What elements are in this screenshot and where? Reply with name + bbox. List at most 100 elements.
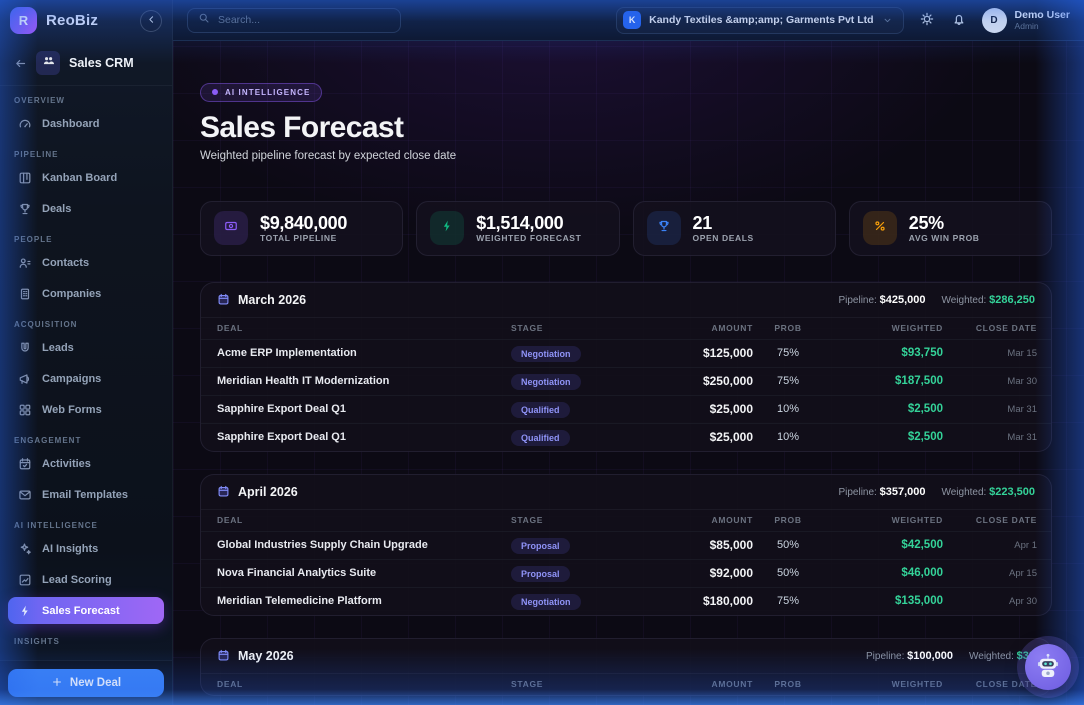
mail-icon [18, 488, 32, 502]
weighted-label: Weighted: [941, 294, 987, 306]
deal-name: Meridian Telemedicine Platform [217, 595, 382, 607]
theme-toggle-button[interactable] [918, 10, 936, 31]
pipeline-value: $100,000 [907, 649, 954, 662]
user-menu[interactable]: D Demo User Admin [981, 7, 1070, 33]
sidebar-item-ai-insights[interactable]: AI Insights [8, 535, 164, 562]
month-name: May 2026 [238, 648, 294, 663]
sidebar-item-leads[interactable]: Leads [8, 334, 164, 361]
brand-logo: R [10, 7, 37, 34]
sidebar-item-label: Dashboard [42, 117, 100, 130]
pipeline-label: Pipeline: [865, 650, 905, 662]
deal-name: Nova Financial Analytics Suite [217, 567, 377, 579]
search-icon [198, 11, 210, 29]
col-amount: AMOUNT [711, 323, 753, 333]
calendar-icon [217, 649, 230, 662]
sidebar-item-dashboard[interactable]: Dashboard [8, 110, 164, 137]
kpi-row: $9,840,000 TOTAL PIPELINE $1,514,000 WEIGHT… [200, 200, 1052, 256]
deal-amount: $125,000 [702, 346, 753, 360]
deal-row[interactable]: Nova Financial Analytics Suite Proposal $9… [201, 558, 1051, 587]
main-area: K Kandy Textiles &amp;amp; Garments Pvt … [173, 0, 1084, 705]
deal-probability: 50% [776, 539, 800, 551]
month-name: March 2026 [238, 292, 307, 307]
deal-row[interactable]: Acme ERP Implementation Negotiation $125,0… [201, 338, 1051, 367]
forecast-section-april-2026: April 2026 Pipeline: $357,000 Weighted: $2… [200, 473, 1052, 616]
deal-close-date: Mar 15 [1007, 347, 1037, 359]
plus-icon [51, 676, 63, 691]
company-selector[interactable]: K Kandy Textiles &amp;amp; Garments Pvt … [616, 6, 904, 34]
deal-amount: $180,000 [702, 594, 753, 608]
new-deal-button[interactable]: New Deal [8, 669, 164, 697]
nav-section-insights: INSIGHTS [8, 637, 164, 646]
sidebar-item-kanban-board[interactable]: Kanban Board [8, 164, 164, 191]
sidebar-item-label: Contacts [42, 256, 90, 269]
col-deal: DEAL [217, 679, 243, 689]
sidebar-item-label: Campaigns [42, 372, 102, 385]
calendar-icon [217, 293, 230, 306]
notifications-button[interactable] [950, 10, 968, 31]
back-arrow-icon[interactable] [14, 57, 27, 70]
badge-dot-icon [212, 89, 218, 95]
deal-row[interactable]: Global Industries Supply Chain Upgrade Pr… [201, 530, 1051, 559]
deal-name: Global Industries Supply Chain Upgrade [217, 539, 428, 551]
nav-section-pipeline: PIPELINE Kanban Board Deals [8, 150, 164, 222]
sidebar-item-companies[interactable]: Companies [8, 280, 164, 307]
sidebar-item-activities[interactable]: Activities [8, 450, 164, 477]
deal-amount: $25,000 [709, 402, 753, 416]
deal-row[interactable]: Sapphire Export Deal Q1 Qualified $25,000 1… [201, 422, 1051, 451]
sidebar-nav: OVERVIEW Dashboard PIPELINE Kanban Board Dea… [0, 86, 172, 705]
deal-name: Sapphire Export Deal Q1 [217, 403, 346, 415]
chevron-down-icon [882, 15, 893, 26]
weighted-value: $286,250 [989, 293, 1035, 306]
sidebar-item-label: Sales Forecast [42, 604, 120, 617]
sidebar-item-web-forms[interactable]: Web Forms [8, 396, 164, 423]
col-weighted: WEIGHTED [891, 515, 943, 525]
deal-row[interactable]: Meridian Health IT Modernization Negotiat… [201, 366, 1051, 395]
deal-probability: 75% [776, 595, 800, 607]
sidebar: R ReoBiz Sales CRM OVERVIEW Dashboard PIPE… [0, 0, 173, 705]
deal-row[interactable]: Sapphire Export Deal Q1 Qualified $25,000 1… [201, 394, 1051, 423]
deal-weighted: $2,500 [907, 431, 943, 443]
nav-section-label: PIPELINE [14, 150, 59, 159]
module-title: Sales CRM [69, 56, 134, 70]
deal-amount: $92,000 [709, 566, 753, 580]
ai-chatbot-button[interactable] [1025, 644, 1071, 690]
search-input[interactable] [218, 14, 390, 26]
deal-amount: $85,000 [709, 538, 753, 552]
deal-probability: 50% [776, 567, 800, 579]
grid-icon [18, 403, 32, 417]
sidebar-item-contacts[interactable]: Contacts [8, 249, 164, 276]
sidebar-item-sales-forecast[interactable]: Sales Forecast [8, 597, 164, 624]
deal-name: Sapphire Export Deal Q1 [217, 431, 346, 443]
stage-badge: Proposal [511, 566, 570, 582]
global-search[interactable] [187, 7, 401, 33]
deal-probability: 10% [776, 431, 800, 443]
page-title: Sales Forecast [200, 110, 404, 144]
topbar-right: K Kandy Textiles &amp;amp; Garments Pvt … [616, 6, 1070, 34]
col-close-date: CLOSE DATE [975, 679, 1037, 689]
deal-row[interactable]: Meridian Telemedicine Platform Negotiatio… [201, 586, 1051, 615]
col-deal: DEAL [217, 515, 243, 525]
user-role: Admin [1014, 21, 1039, 32]
calendar-check-icon [18, 457, 32, 471]
sidebar-footer: New Deal [0, 660, 172, 705]
month-totals: Pipeline: $425,000 Weighted: $286,250 [838, 294, 1035, 306]
sidebar-logo-row: R ReoBiz [0, 0, 172, 41]
sidebar-item-label: Companies [42, 287, 102, 300]
sidebar-item-deals[interactable]: Deals [8, 195, 164, 222]
stage-badge: Qualified [511, 402, 570, 418]
col-prob: PROB [774, 515, 802, 525]
deal-probability: 75% [776, 375, 800, 387]
sidebar-item-campaigns[interactable]: Campaigns [8, 365, 164, 392]
nav-section-label: AI INTELLIGENCE [14, 521, 98, 530]
forecast-sections: March 2026 Pipeline: $425,000 Weighted: $2… [200, 281, 1052, 696]
sidebar-collapse-button[interactable] [140, 9, 162, 32]
forecast-section-may-2026: May 2026 Pipeline: $100,000 Weighted: $38 D… [200, 637, 1052, 696]
nav-section-ai-intelligence: AI INTELLIGENCE AI Insights Lead Scoring Sa… [8, 521, 164, 624]
kpi-value: 21 [692, 212, 713, 233]
company-name: Kandy Textiles &amp;amp; Garments Pvt Lt… [649, 14, 874, 26]
sidebar-item-email-templates[interactable]: Email Templates [8, 481, 164, 508]
sidebar-item-label: Email Templates [42, 488, 128, 501]
sidebar-item-lead-scoring[interactable]: Lead Scoring [8, 566, 164, 593]
col-close-date: CLOSE DATE [975, 515, 1037, 525]
